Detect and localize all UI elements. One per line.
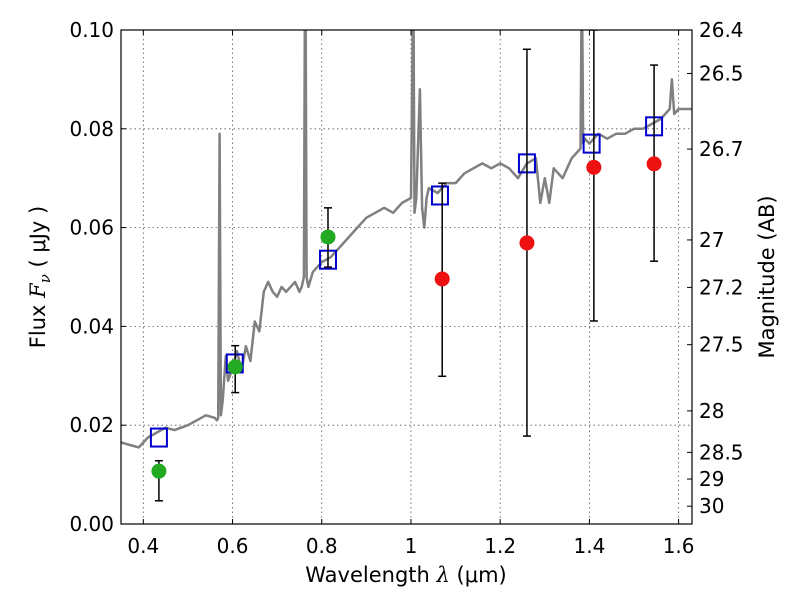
x-tick-label: 0.6 — [217, 534, 249, 558]
low-significance-point — [434, 271, 450, 287]
detection-point — [227, 359, 243, 375]
y2-tick-label: 28.5 — [699, 440, 744, 464]
low-significance-point — [646, 156, 662, 172]
plot-background — [121, 30, 692, 524]
x-tick-label: 0.8 — [306, 534, 338, 558]
y2-tick-label: 30 — [699, 494, 724, 518]
x-tick-label: 1.2 — [484, 534, 516, 558]
y2-tick-label: 27.5 — [699, 333, 744, 357]
model-square-marker — [149, 427, 168, 448]
y-tick-label: 0.04 — [69, 314, 114, 338]
y-tick-label: 0.10 — [69, 18, 114, 42]
model-square-marker — [430, 185, 449, 206]
y-tick-label: 0.06 — [69, 216, 114, 240]
low-significance-point — [519, 235, 535, 251]
y2-tick-label: 26.4 — [699, 18, 744, 42]
detection-point — [320, 229, 336, 245]
model-square-marker — [582, 133, 601, 154]
x-tick-label: 1.4 — [573, 534, 605, 558]
y-tick-label: 0.08 — [69, 117, 114, 141]
y-tick-label: 0.00 — [69, 512, 114, 536]
low-significance-point — [586, 159, 602, 175]
y2-tick-label: 29 — [699, 467, 724, 491]
plot-area — [121, 30, 692, 502]
y-tick-label: 0.02 — [69, 413, 114, 437]
y2-tick-label: 28 — [699, 399, 724, 423]
y2-tick-label: 26.5 — [699, 61, 744, 85]
plot-frame — [120, 29, 693, 525]
y2-tick-label: 26.7 — [699, 137, 744, 161]
y2-axis-label: Magnitude (AB) — [755, 195, 779, 358]
y2-tick-label: 27.2 — [699, 275, 744, 299]
y-axis-label: Flux Fν ( μJy ) — [26, 206, 54, 348]
x-tick-label: 0.4 — [127, 534, 159, 558]
x-tick-label: 1.6 — [663, 534, 695, 558]
x-axis-label: Wavelength λ (μm) — [305, 563, 506, 587]
y2-tick-label: 27 — [699, 228, 724, 252]
axis-ticks: 0.4 0.6 0.8 1 1.2 1.4 1.6 0.00 0.02 0.04 0.06 0.08 0… — [69, 18, 743, 558]
detection-point — [151, 463, 167, 479]
x-tick-label: 1 — [405, 534, 418, 558]
